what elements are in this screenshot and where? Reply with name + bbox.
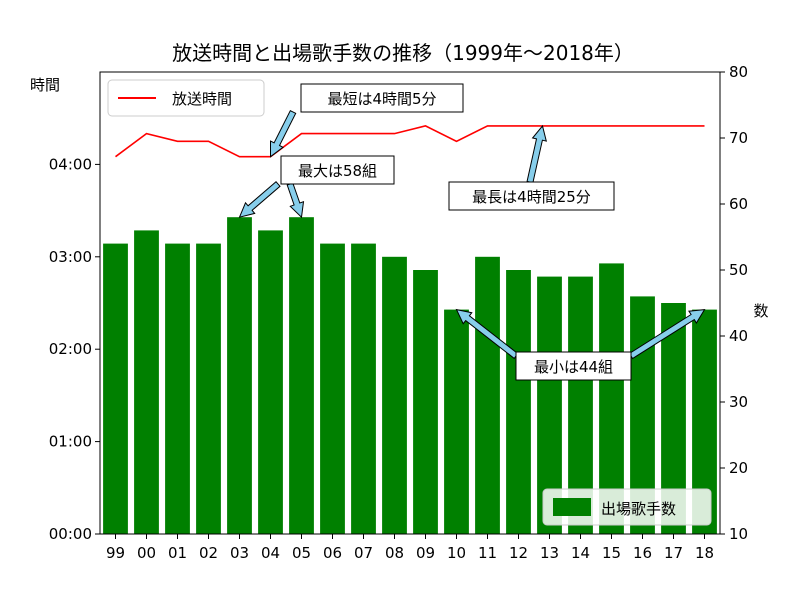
annotation-box <box>515 351 632 381</box>
bar <box>444 309 469 534</box>
annotation-arrow <box>455 308 519 360</box>
annotation-arrow <box>270 110 297 158</box>
x-tick-label: 04 <box>261 544 280 562</box>
y-left-tick-label: 02:00 <box>49 340 92 358</box>
bar <box>227 217 252 534</box>
bar <box>258 230 283 534</box>
y-right-tick-label: 30 <box>729 393 748 411</box>
bar <box>289 217 314 534</box>
y-left-tick-label: 03:00 <box>49 248 92 266</box>
legend-box <box>107 79 265 117</box>
annotation-label: 最短は4時間5分 <box>327 90 436 108</box>
x-tick-label: 09 <box>416 544 435 562</box>
bar <box>351 243 376 534</box>
x-tick-label: 03 <box>230 544 249 562</box>
x-tick-label: 11 <box>478 544 497 562</box>
legend-top-left: 放送時間 <box>107 79 265 117</box>
line-series <box>115 125 705 158</box>
y-left-tick-label: 04:00 <box>49 155 92 173</box>
legend-bar-swatch <box>553 498 591 516</box>
y-right-tick-label: 40 <box>729 327 748 345</box>
annotation-box <box>300 83 464 113</box>
annotation-arrow <box>628 309 706 360</box>
x-tick-label: 01 <box>168 544 187 562</box>
x-tick-label: 16 <box>633 544 652 562</box>
annotation-label: 最大は58組 <box>298 162 377 180</box>
bar <box>320 243 345 534</box>
series-line <box>115 125 705 158</box>
x-tick-label: 02 <box>199 544 218 562</box>
annotation-arrow <box>238 180 281 218</box>
x-tick-label: 06 <box>323 544 342 562</box>
bar <box>382 256 407 534</box>
x-tick-label: 10 <box>447 544 466 562</box>
annotation-label: 最小は44組 <box>534 358 613 376</box>
legend-label-line: 放送時間 <box>172 90 232 108</box>
annotation-arrow <box>286 182 305 219</box>
y-right-tick-label: 60 <box>729 195 748 213</box>
legend-label-bar: 出場歌手数 <box>601 500 676 518</box>
bar <box>475 256 500 534</box>
chart-title: 放送時間と出場歌手数の推移（1999年〜2018年） <box>172 41 634 65</box>
y-left-tick-label: 00:00 <box>49 525 92 543</box>
bar <box>134 230 159 534</box>
x-tick-label: 14 <box>571 544 590 562</box>
x-tick-label: 13 <box>540 544 559 562</box>
x-tick-label: 18 <box>695 544 714 562</box>
annotation-box <box>280 155 395 185</box>
plot-frame <box>99 71 721 535</box>
legend-bottom-right: 出場歌手数 <box>542 488 712 526</box>
y-axis-left-label: 時間 <box>30 76 60 94</box>
bar <box>103 243 128 534</box>
annotation-label: 最長は4時間25分 <box>472 188 591 206</box>
annotation-arrow <box>526 124 547 184</box>
x-tick-label: 08 <box>385 544 404 562</box>
y-right-tick-label: 70 <box>729 129 748 147</box>
y-axis-right-label: 数 <box>753 302 768 320</box>
y-left-tick-label: 01:00 <box>49 433 92 451</box>
bar <box>196 243 221 534</box>
x-tick-label: 00 <box>137 544 156 562</box>
axes: 99 00 01 02 03 04 05 06 07 08 09 10 11 12 13 14 15 16 17 18… <box>49 63 748 562</box>
y-right-tick-label: 80 <box>729 63 748 81</box>
x-tick-label: 15 <box>602 544 621 562</box>
bar <box>165 243 190 534</box>
y-right-tick-label: 10 <box>729 525 748 543</box>
bar <box>506 270 531 534</box>
x-tick-label: 05 <box>292 544 311 562</box>
x-tick-label: 07 <box>354 544 373 562</box>
y-right-tick-label: 50 <box>729 261 748 279</box>
y-right-tick-label: 20 <box>729 459 748 477</box>
bar <box>413 270 438 534</box>
annotation-box <box>448 181 615 211</box>
x-tick-label: 12 <box>509 544 528 562</box>
x-tick-label: 17 <box>664 544 683 562</box>
x-tick-label: 99 <box>106 544 125 562</box>
